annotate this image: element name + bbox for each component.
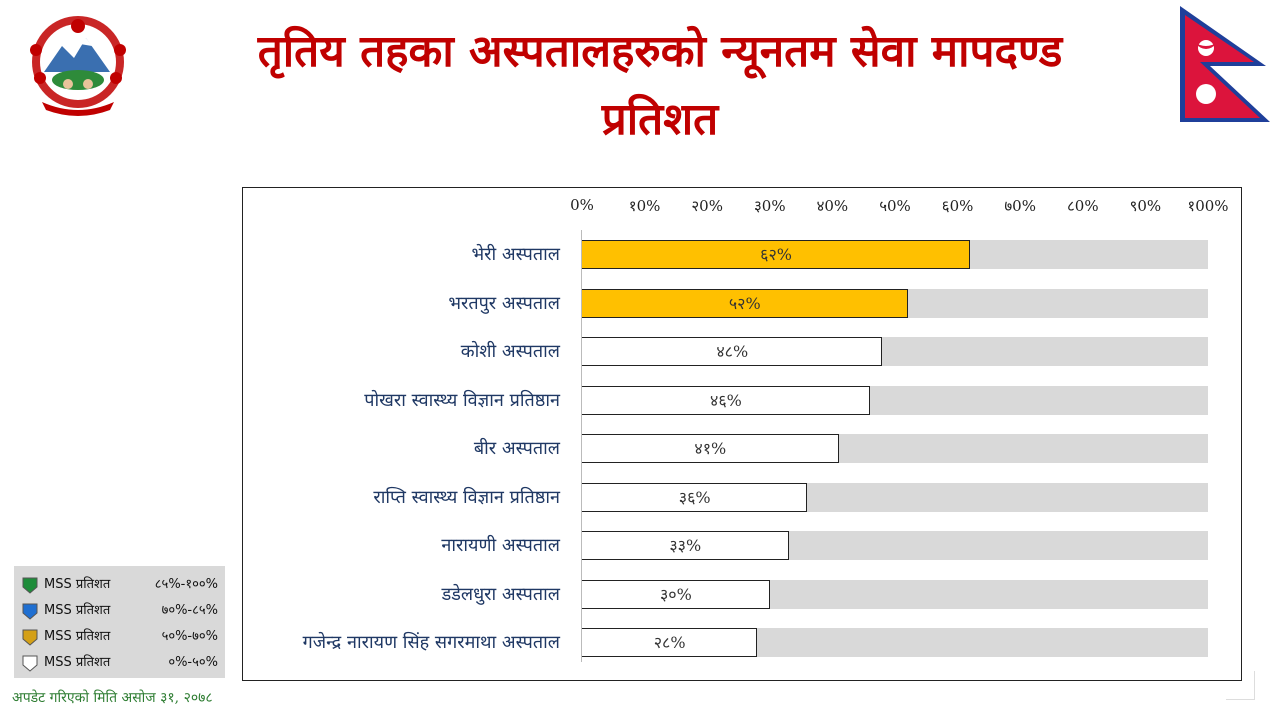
legend-item: MSS प्रतिशत ८५%-१००% — [14, 572, 225, 598]
bar — [582, 385, 870, 415]
shield-icon — [22, 603, 38, 620]
x-tick-label: ७0% — [1004, 197, 1036, 215]
category-label: राप्ति स्वास्थ्य विज्ञान प्रतिष्ठान — [373, 486, 560, 508]
category-label: गजेन्द्र नारायण सिंह सगरमाथा अस्पताल — [302, 632, 560, 653]
legend-label: MSS प्रतिशत — [44, 577, 111, 592]
page-title-line2: प्रतिशत — [601, 94, 719, 145]
category-label: डडेलधुरा अस्पताल — [441, 583, 560, 605]
legend-label: MSS प्रतिशत — [44, 629, 111, 644]
category-label: भेरी अस्पताल — [471, 244, 560, 265]
legend-label: MSS प्रतिशत — [44, 655, 111, 670]
bar — [582, 482, 808, 512]
bar — [582, 434, 839, 463]
nepal-emblem-icon — [30, 16, 126, 116]
x-tick-label: १0% — [628, 197, 661, 215]
updated-date: अपडेट गरिएको मिति असोज ३१, २०७८ — [12, 690, 213, 706]
x-tick-label: १00% — [1187, 197, 1229, 215]
data-label: ५२% — [728, 293, 761, 313]
data-label: २८% — [653, 633, 686, 652]
legend-range: ०%-५०% — [168, 655, 218, 670]
chart-axis-line — [581, 230, 582, 662]
x-tick-label: 0% — [570, 196, 594, 214]
legend-item: MSS प्रतिशत ५०%-७०% — [14, 624, 225, 650]
legend-label: MSS प्रतिशत — [44, 603, 111, 618]
x-tick-label: ४0% — [816, 197, 849, 215]
shield-icon — [22, 655, 38, 672]
x-tick-label: २0% — [691, 197, 723, 215]
bar — [582, 628, 758, 657]
bar — [582, 288, 908, 318]
bar — [582, 337, 883, 366]
legend-range: ८५%-१००% — [154, 577, 218, 592]
nepal-flag-icon — [1180, 6, 1270, 122]
category-label: बीर अस्पताल — [473, 438, 560, 459]
data-label: ६२% — [760, 245, 792, 264]
x-tick-label: ३0% — [753, 197, 786, 215]
x-tick-label: ९0% — [1129, 197, 1162, 215]
x-tick-label: ८0% — [1066, 197, 1099, 215]
data-label: ४८% — [716, 342, 749, 361]
chart-legend: MSS प्रतिशत ८५%-१००% MSS प्रतिशत ७०%-८५%… — [14, 566, 225, 678]
x-tick-label: ५0% — [879, 197, 911, 215]
bar — [582, 579, 770, 609]
category-label: पोखरा स्वास्थ्य विज्ञान प्रतिष्ठान — [364, 389, 560, 411]
data-label: ३३% — [669, 536, 702, 555]
legend-item: MSS प्रतिशत ७०%-८५% — [14, 598, 225, 624]
data-label: ३६% — [678, 487, 711, 507]
data-label: ४६% — [710, 390, 742, 410]
category-label: भरतपुर अस्पताल — [448, 292, 560, 314]
page-title: तृतिय तहका अस्पतालहरुको न्यूनतम सेवा माप… — [257, 26, 1063, 77]
x-tick-label: ६0% — [941, 197, 974, 215]
shield-icon — [22, 577, 38, 594]
shield-icon — [22, 629, 38, 646]
legend-range: ७०%-८५% — [161, 603, 218, 618]
slide-corner — [1226, 671, 1255, 700]
bar — [582, 240, 971, 269]
legend-item: MSS प्रतिशत ०%-५०% — [14, 650, 225, 676]
category-label: नारायणी अस्पताल — [441, 535, 560, 556]
data-label: ४१% — [694, 439, 727, 458]
bar — [582, 531, 789, 560]
data-label: ३०% — [659, 584, 692, 604]
category-label: कोशी अस्पताल — [460, 341, 560, 362]
legend-range: ५०%-७०% — [161, 629, 218, 644]
